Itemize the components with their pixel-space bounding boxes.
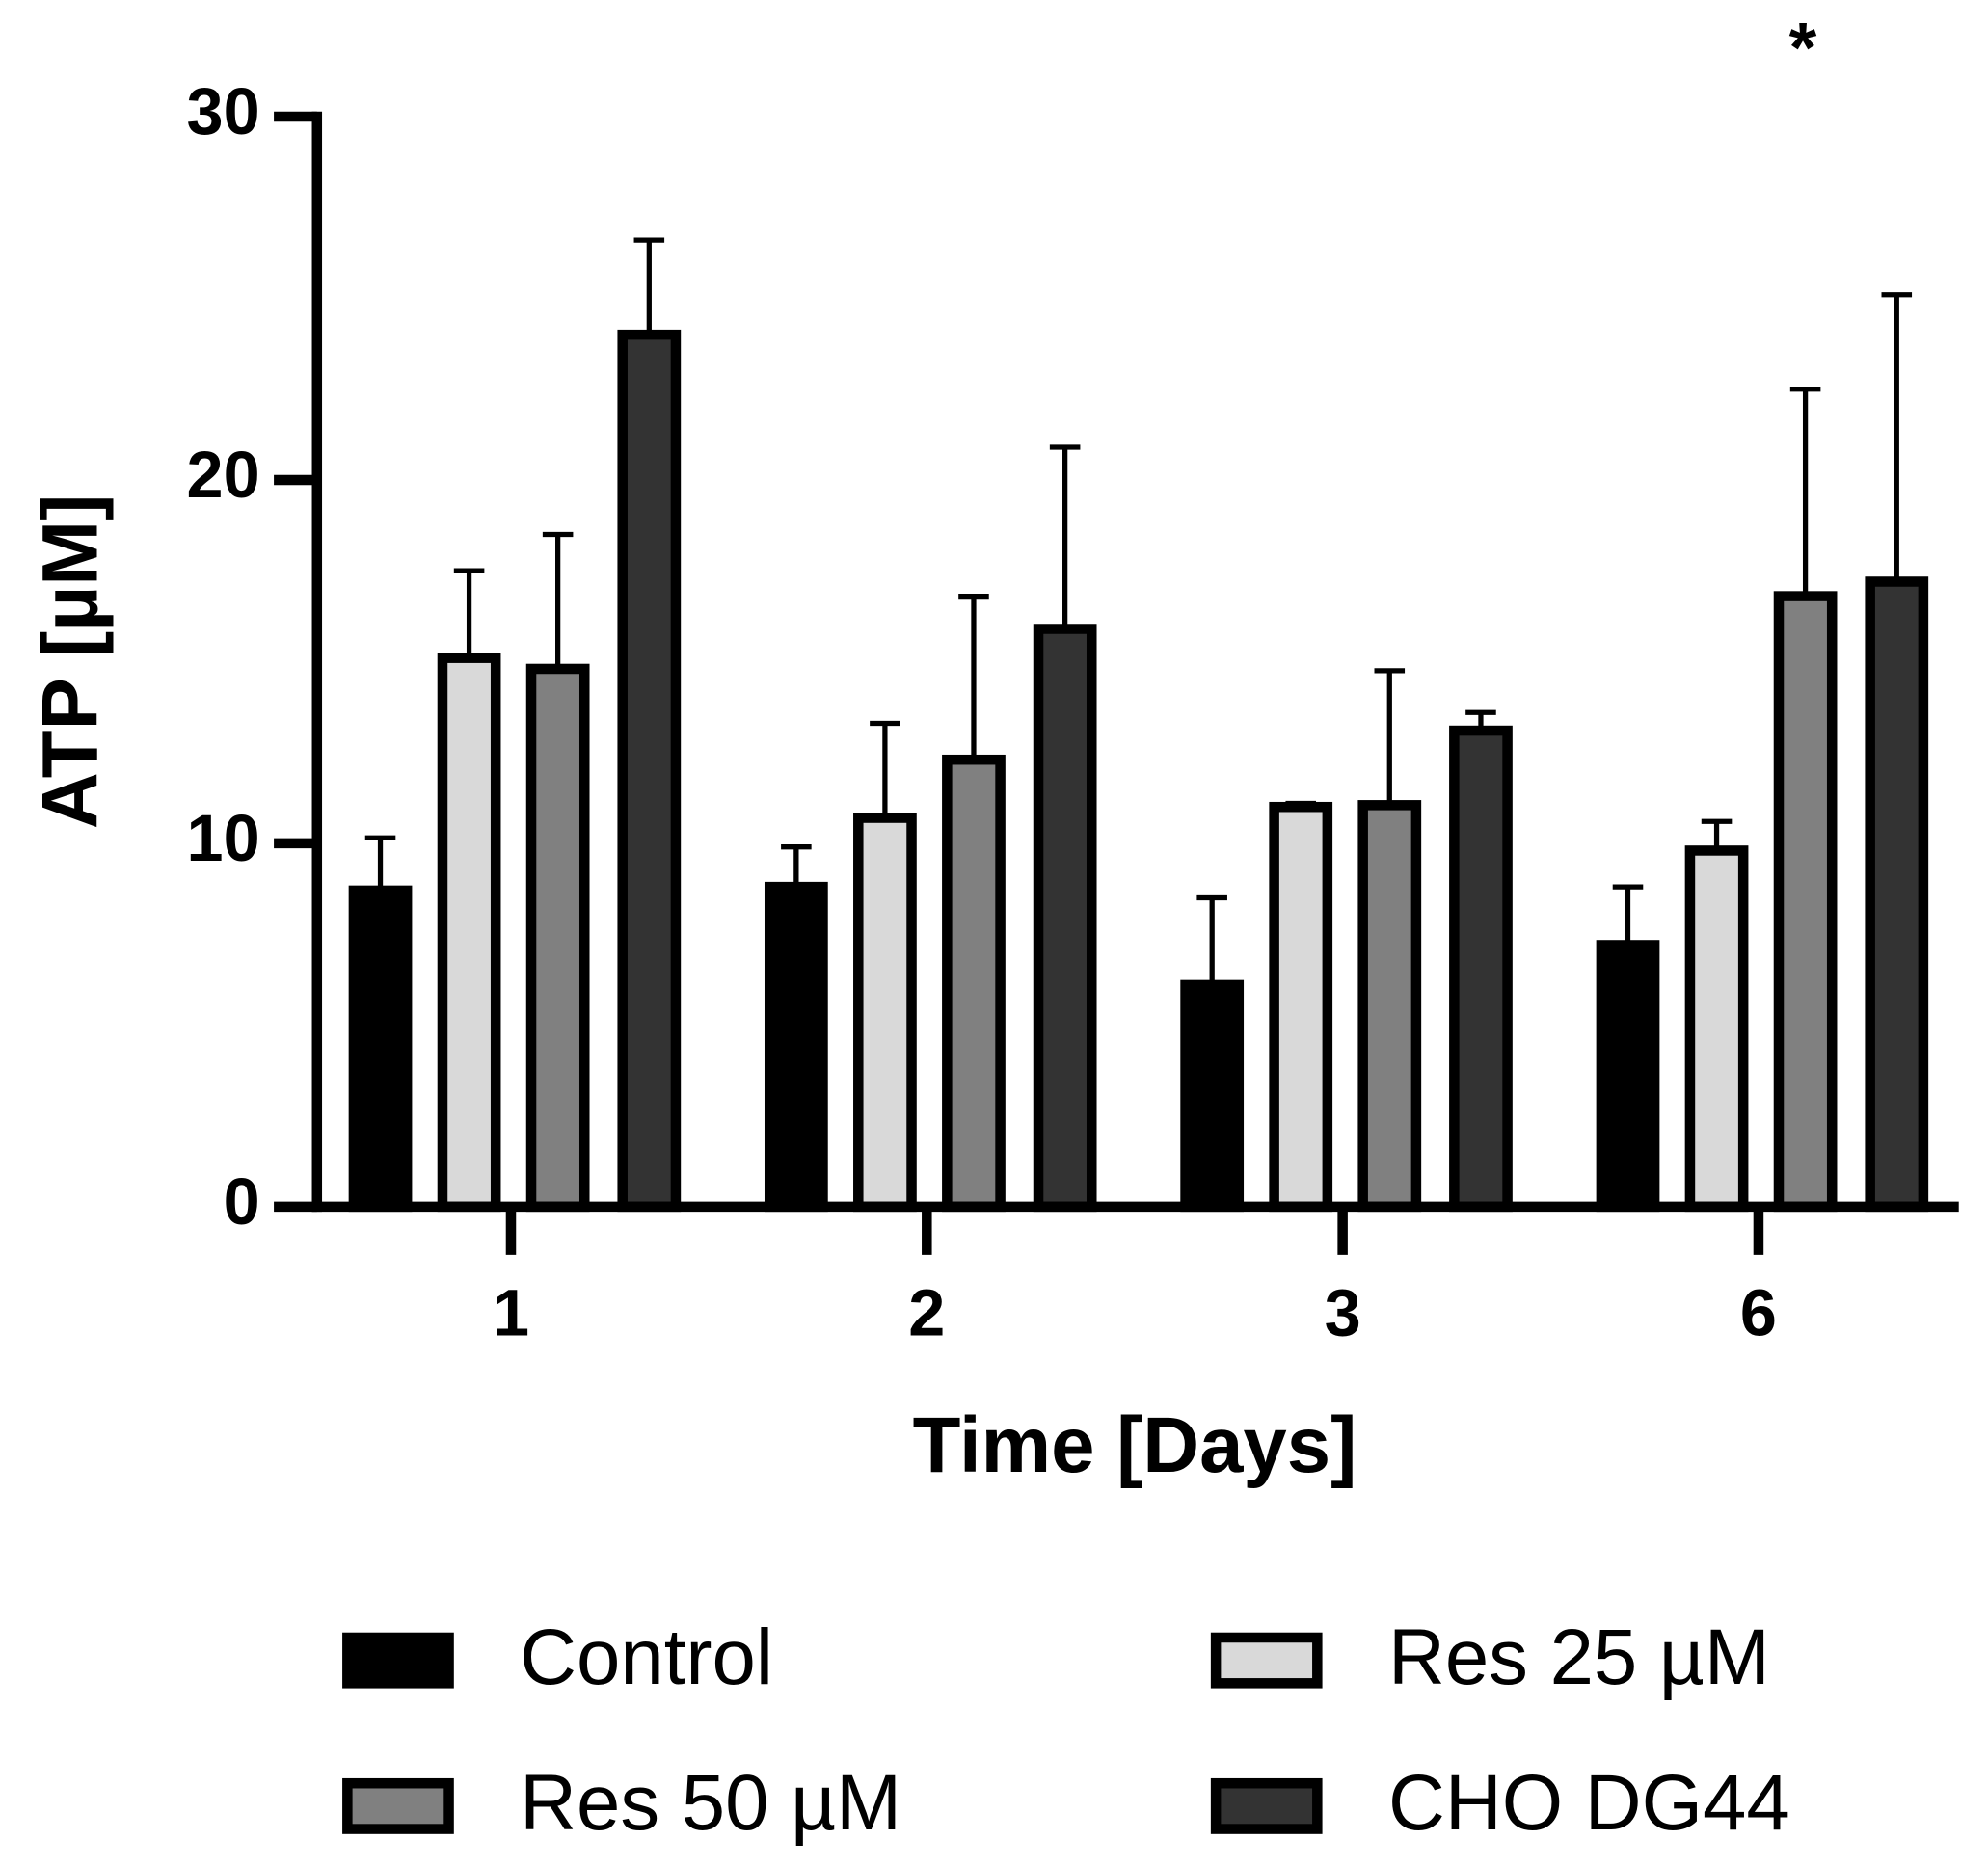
legend-swatch	[1210, 1777, 1323, 1834]
legend-label: Control	[520, 1614, 773, 1701]
bar	[617, 329, 682, 1213]
x-tick-label: 6	[1740, 1277, 1777, 1350]
y-tick-label: 30	[187, 75, 260, 148]
significance-marker: *	[1789, 8, 1817, 88]
bar	[764, 881, 828, 1213]
legend-swatch	[342, 1632, 454, 1689]
bar	[1269, 801, 1333, 1213]
legend-label: Res 50 µM	[520, 1759, 901, 1847]
legend-swatch	[342, 1777, 454, 1834]
bar	[1865, 576, 1929, 1213]
legend-label: CHO DG44	[1388, 1759, 1790, 1847]
bar	[1684, 845, 1749, 1213]
x-tick-label: 1	[493, 1277, 529, 1350]
bar	[348, 885, 413, 1213]
bar	[437, 653, 501, 1213]
bar	[942, 754, 1006, 1213]
bar	[1596, 940, 1660, 1213]
bar	[525, 663, 590, 1213]
y-tick-label: 0	[224, 1165, 260, 1239]
x-tick-label: 3	[1325, 1277, 1361, 1350]
bar	[1033, 624, 1097, 1213]
bar	[1773, 591, 1838, 1213]
bar	[853, 813, 917, 1213]
x-tick-label: 2	[908, 1277, 945, 1350]
bar	[1180, 979, 1245, 1213]
bar	[1449, 725, 1513, 1213]
x-axis-title: Time [Days]	[913, 1401, 1357, 1489]
y-tick-label: 20	[187, 439, 260, 512]
legend-label: Res 25 µM	[1388, 1614, 1770, 1701]
y-axis-title: ATP [µM]	[26, 494, 114, 829]
legend-swatch	[1210, 1632, 1323, 1689]
y-tick-label: 10	[187, 802, 260, 875]
bar	[1357, 800, 1422, 1213]
